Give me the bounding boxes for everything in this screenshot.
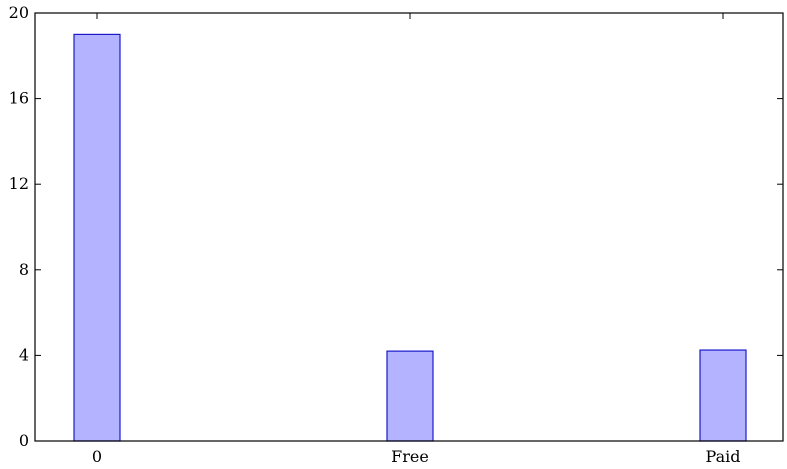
bar-0: [73, 33, 121, 442]
y-tick-label: 12: [9, 174, 29, 193]
x-tick-label: Free: [391, 447, 429, 466]
y-tick-label: 0: [19, 431, 29, 450]
tick-labels: 0 4 8 12 16 20 0 Free Paid: [9, 3, 741, 466]
bars-group: [73, 33, 747, 442]
y-tick-label: 8: [19, 260, 29, 279]
plot-frame: [34, 12, 784, 442]
x-tick-label: Paid: [706, 447, 741, 466]
y-tick-label: 16: [9, 89, 29, 108]
bar-free: [386, 350, 434, 442]
y-tick-label: 20: [9, 3, 29, 22]
bar-paid: [699, 349, 747, 442]
y-tick-label: 4: [19, 345, 29, 364]
x-tick-label: 0: [92, 447, 102, 466]
